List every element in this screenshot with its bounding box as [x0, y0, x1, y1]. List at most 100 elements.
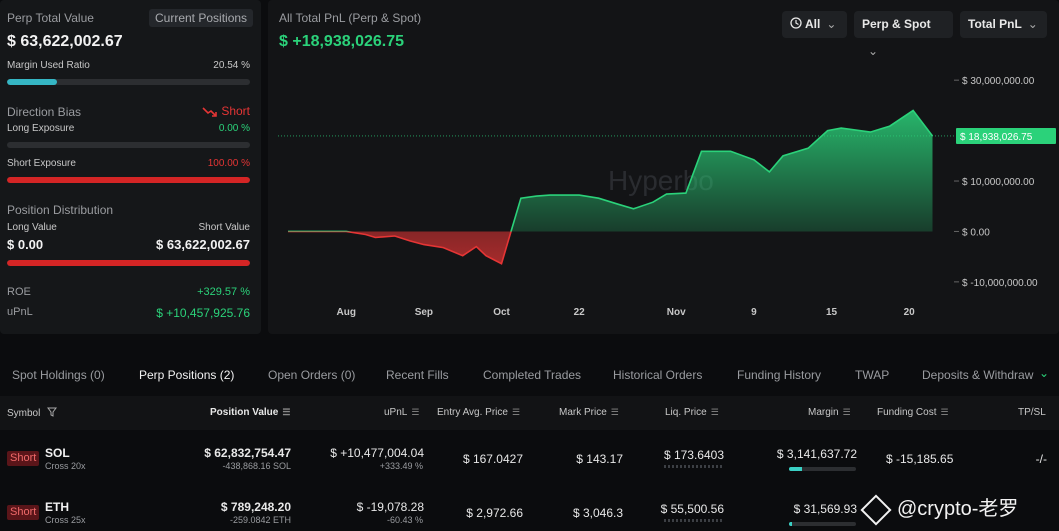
pnl-positive-line: [288, 109, 934, 232]
col-margin[interactable]: Margin ☰: [808, 407, 851, 418]
tab-6[interactable]: Funding History: [737, 368, 822, 382]
margin-used-label: Margin Used Ratio: [7, 60, 90, 71]
sort-icon: ☰: [282, 407, 291, 417]
chevron-down-icon: ⌄: [1027, 17, 1038, 31]
x-tick-label: Nov: [667, 307, 686, 318]
tab-5[interactable]: Historical Orders: [613, 368, 703, 382]
tab-8[interactable]: Deposits & Withdraw: [922, 368, 1034, 382]
short-value-label: Short Value: [198, 222, 250, 233]
current-value-tag: [956, 127, 1056, 144]
upnl-label: uPnL: [7, 306, 33, 318]
range-dropdown[interactable]: All ⌄: [782, 11, 847, 38]
chevron-down-icon: ⌄: [868, 44, 879, 58]
long-exposure-bar: [7, 142, 250, 148]
filter-icon: [47, 407, 58, 417]
long-exposure-label: Long Exposure: [7, 123, 75, 134]
col-mark-label: Mark Price: [559, 407, 607, 418]
summary-panel: Perp Total Value Current Positions $ 63,…: [0, 0, 261, 334]
col-symbol-label: Symbol: [7, 408, 41, 419]
tab-4[interactable]: Completed Trades: [483, 368, 582, 382]
row-position-value: $ 62,832,754.47: [204, 446, 291, 460]
upnl-value: $ +10,457,925.76: [156, 306, 250, 320]
col-symbol[interactable]: Symbol: [7, 407, 58, 419]
row-upnl-pct: +333.49 %: [379, 461, 423, 471]
row-upnl: $ +10,477,004.04: [330, 446, 424, 460]
watermark-text: @crypto-老罗: [897, 498, 1019, 520]
position-distribution-label: Position Distribution: [7, 203, 114, 217]
metric-dropdown[interactable]: Total PnL ⌄: [960, 11, 1047, 38]
trend-down-icon: [202, 107, 217, 117]
row-liq-price: $ 55,500.56: [660, 502, 724, 516]
y-tick-label: $ -10,000,000.00: [962, 278, 1038, 289]
pnl-negative-line: [288, 231, 512, 265]
positions-tabs: ⌄ Spot Holdings (0) Perp Positions (2) Ope…: [0, 356, 1059, 392]
row-symbol[interactable]: ETH: [45, 500, 69, 514]
col-upnl-label: uPnL: [384, 407, 408, 418]
row-margin-mode: Cross 25x: [45, 515, 86, 525]
chevron-down-icon: ⌄: [826, 17, 837, 31]
table-row[interactable]: Short ETH Cross 25x $ 789,248.20 -259.08…: [0, 485, 1059, 531]
roe-label: ROE: [7, 286, 31, 298]
pnl-positive-area: [288, 110, 933, 232]
watermark: @crypto-老罗: [860, 492, 1019, 526]
row-margin: $ 3,141,637.72: [776, 447, 857, 461]
x-tick-label: Sep: [415, 307, 433, 318]
row-tpsl[interactable]: -/-: [1035, 452, 1047, 466]
scope-dropdown-label: Perp & Spot: [862, 17, 931, 31]
col-entry-price[interactable]: Entry Avg. Price ☰: [437, 407, 520, 418]
y-tick-label: $ 10,000,000.00: [962, 177, 1035, 188]
row-funding-cost: $ -15,185.65: [886, 452, 954, 466]
y-tick-label: $ 0.00: [962, 227, 990, 238]
table-row[interactable]: Short SOL Cross 20x $ 62,832,754.47 -438…: [0, 430, 1059, 484]
margin-used-bar: [7, 79, 250, 85]
col-margin-label: Margin: [808, 407, 839, 418]
row-entry-price: $ 167.0427: [462, 452, 523, 466]
tab-1[interactable]: Perp Positions (2): [139, 368, 235, 382]
col-position-value[interactable]: Position Value ☰: [210, 407, 290, 418]
col-mark-price[interactable]: Mark Price ☰: [559, 407, 619, 418]
sort-icon: ☰: [610, 407, 619, 417]
sort-icon: ☰: [940, 407, 949, 417]
row-symbol[interactable]: SOL: [45, 446, 70, 460]
sort-icon: ☰: [842, 407, 851, 417]
side-badge: Short: [7, 451, 40, 466]
tab-0[interactable]: Spot Holdings (0): [12, 368, 105, 382]
short-exposure-value: 100.00 %: [207, 158, 250, 169]
x-tick-label: Oct: [493, 307, 510, 318]
row-upnl-pct: -60.43 %: [386, 515, 423, 525]
margin-used-fill: [7, 79, 57, 85]
col-funding-cost[interactable]: Funding Cost ☰: [877, 407, 949, 418]
current-value-tag-text: $ 18,938,026.75: [960, 132, 1033, 143]
row-entry-price: $ 2,972.66: [466, 506, 523, 520]
position-distribution-bar: [7, 260, 250, 266]
scope-dropdown[interactable]: Perp & Spot ⌄: [854, 11, 953, 58]
positions-table-header: Symbol Position Value ☰ uPnL ☰ Entry Avg. …: [0, 396, 1059, 430]
pnl-negative-area: [288, 231, 933, 264]
chart-title: All Total PnL (Perp & Spot): [279, 11, 422, 25]
chart-total-value: $ +18,938,026.75: [279, 33, 405, 50]
col-liq-price[interactable]: Liq. Price ☰: [665, 407, 719, 418]
liq-distance-indicator: [664, 465, 724, 468]
tab-3[interactable]: Recent Fills: [386, 368, 449, 382]
chart-layer: Hyperbo$ 30,000,000.00$ 10,000,000.00$ 0…: [278, 76, 1056, 318]
tabs-expand-icon[interactable]: ⌄: [1039, 366, 1050, 380]
sort-icon: ☰: [511, 407, 521, 417]
row-margin-fill: [789, 522, 793, 526]
x-tick-label: 9: [751, 307, 757, 318]
direction-bias-label: Direction Bias: [7, 105, 82, 119]
tab-2[interactable]: Open Orders (0): [268, 368, 356, 382]
tab-7[interactable]: TWAP: [855, 368, 890, 382]
perp-total-label: Perp Total Value: [7, 11, 94, 25]
margin-used-value: 20.54 %: [213, 60, 250, 71]
col-position-value-label: Position Value: [210, 407, 279, 418]
sort-icon: ☰: [710, 407, 719, 417]
col-funding-label: Funding Cost: [877, 407, 937, 418]
col-upnl[interactable]: uPnL ☰: [384, 407, 419, 418]
x-tick-label: 20: [904, 307, 916, 318]
current-positions-button[interactable]: Current Positions: [149, 9, 254, 27]
pnl-area-chart[interactable]: Hyperbo$ 30,000,000.00$ 10,000,000.00$ 0…: [268, 0, 1059, 334]
long-value: $ 0.00: [7, 237, 44, 252]
short-exposure-fill: [7, 177, 250, 183]
long-exposure-value: 0.00 %: [218, 123, 250, 134]
